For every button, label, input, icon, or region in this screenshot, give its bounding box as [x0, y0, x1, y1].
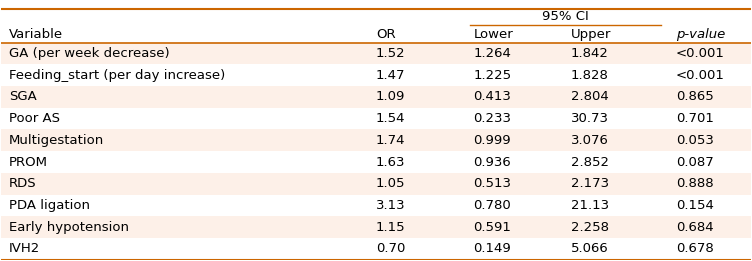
Text: 1.52: 1.52 [376, 47, 405, 60]
Text: PDA ligation: PDA ligation [9, 199, 90, 212]
Text: 0.865: 0.865 [676, 90, 714, 103]
Text: 3.076: 3.076 [571, 134, 608, 147]
Text: 21.13: 21.13 [571, 199, 609, 212]
Text: Lower: Lower [474, 28, 513, 41]
Text: 1.842: 1.842 [571, 47, 608, 60]
Text: 0.591: 0.591 [474, 221, 511, 234]
Text: SGA: SGA [9, 90, 37, 103]
Text: Upper: Upper [571, 28, 611, 41]
Text: IVH2: IVH2 [9, 242, 40, 255]
Text: 30.73: 30.73 [571, 112, 609, 125]
Text: 0.087: 0.087 [676, 156, 714, 169]
Text: 3.13: 3.13 [376, 199, 405, 212]
Text: Feeding_start (per day increase): Feeding_start (per day increase) [9, 69, 225, 82]
Text: OR: OR [376, 28, 396, 41]
Text: 2.804: 2.804 [571, 90, 608, 103]
Text: 0.154: 0.154 [676, 199, 714, 212]
Text: Variable: Variable [9, 28, 63, 41]
Text: 0.413: 0.413 [474, 90, 511, 103]
Text: 0.701: 0.701 [676, 112, 714, 125]
Text: 1.828: 1.828 [571, 69, 608, 82]
Text: 2.852: 2.852 [571, 156, 609, 169]
Text: 0.888: 0.888 [676, 177, 714, 190]
Text: 1.264: 1.264 [474, 47, 511, 60]
Text: RDS: RDS [9, 177, 37, 190]
Text: Early hypotension: Early hypotension [9, 221, 129, 234]
Text: 1.225: 1.225 [474, 69, 511, 82]
Bar [2, 173, 750, 194]
Text: 1.09: 1.09 [376, 90, 405, 103]
Bar [2, 86, 750, 108]
Text: 0.70: 0.70 [376, 242, 405, 255]
Text: 0.149: 0.149 [474, 242, 511, 255]
Bar [2, 43, 750, 64]
Text: 1.63: 1.63 [376, 156, 405, 169]
Text: GA (per week decrease): GA (per week decrease) [9, 47, 169, 60]
Text: 0.053: 0.053 [676, 134, 714, 147]
Text: 0.999: 0.999 [474, 134, 511, 147]
Text: 1.54: 1.54 [376, 112, 405, 125]
Text: Multigestation: Multigestation [9, 134, 104, 147]
Text: 1.47: 1.47 [376, 69, 405, 82]
Text: <0.001: <0.001 [676, 47, 725, 60]
Text: 0.233: 0.233 [474, 112, 511, 125]
Text: 1.15: 1.15 [376, 221, 405, 234]
Text: PROM: PROM [9, 156, 48, 169]
Text: 0.780: 0.780 [474, 199, 511, 212]
Text: 1.74: 1.74 [376, 134, 405, 147]
Text: 2.258: 2.258 [571, 221, 609, 234]
Text: 1.05: 1.05 [376, 177, 405, 190]
Bar [2, 216, 750, 238]
Text: 0.513: 0.513 [474, 177, 511, 190]
Text: 0.678: 0.678 [676, 242, 714, 255]
Text: Poor AS: Poor AS [9, 112, 60, 125]
Text: 2.173: 2.173 [571, 177, 609, 190]
Text: <0.001: <0.001 [676, 69, 725, 82]
Bar [2, 129, 750, 151]
Text: 5.066: 5.066 [571, 242, 608, 255]
Text: 95% CI: 95% CI [541, 10, 589, 23]
Text: 0.936: 0.936 [474, 156, 511, 169]
Text: p-value: p-value [676, 28, 725, 41]
Text: 0.684: 0.684 [676, 221, 714, 234]
